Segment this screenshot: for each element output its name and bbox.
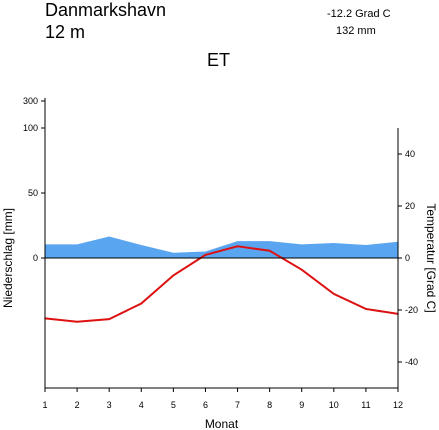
x-tick-label: 8 xyxy=(267,400,272,410)
x-axis-title: Monat xyxy=(205,417,239,430)
x-tick-label: 1 xyxy=(42,400,47,410)
right-tick-label: 0 xyxy=(405,253,410,263)
x-tick-label: 4 xyxy=(139,400,144,410)
station-name: Danmarkshavn xyxy=(45,0,167,20)
temperature-point xyxy=(300,268,303,271)
right-tick-label: -20 xyxy=(405,305,418,315)
temperature-point xyxy=(140,302,143,305)
left-tick-label: 50 xyxy=(28,188,38,198)
x-tick-label: 2 xyxy=(75,400,80,410)
x-tick-label: 11 xyxy=(361,400,370,410)
y-axis-title-left: Niederschlag [mm] xyxy=(1,208,15,308)
x-tick-label: 3 xyxy=(107,400,112,410)
temperature-point xyxy=(333,293,335,295)
temperature-line xyxy=(44,245,399,323)
temperature-point xyxy=(76,320,78,323)
mean-temperature: -12.2 Grad C xyxy=(327,8,391,20)
y-axis-title-right: Temperatur [Grad C] xyxy=(424,203,438,312)
temperature-point xyxy=(204,254,207,256)
x-tick-label: 6 xyxy=(203,400,208,410)
x-tick-label: 7 xyxy=(235,400,240,410)
left-tick-label: 100 xyxy=(23,123,38,133)
right-tick-label: 20 xyxy=(405,201,415,211)
annual-precipitation: 132 mm xyxy=(336,25,376,37)
temperature-point xyxy=(365,308,367,310)
climate-classification: ET xyxy=(207,50,231,70)
temperature-point xyxy=(236,245,239,248)
right-tick-label: 40 xyxy=(405,149,415,159)
station-elevation: 12 m xyxy=(45,22,86,42)
x-tick-label: 5 xyxy=(171,400,176,410)
temperature-layer xyxy=(44,245,399,323)
right-tick-label: -40 xyxy=(405,357,418,367)
temperature-point xyxy=(108,318,110,320)
x-tick-label: 12 xyxy=(393,400,403,410)
x-tick-label: 10 xyxy=(329,400,339,410)
x-tick-label: 9 xyxy=(299,400,304,410)
precipitation-layer xyxy=(45,236,398,258)
left-tick-label: 0 xyxy=(33,253,38,263)
left-tick-label: 300 xyxy=(23,96,38,106)
temperature-point xyxy=(172,274,175,277)
temperature-point xyxy=(268,249,271,252)
precipitation-area xyxy=(45,236,398,258)
